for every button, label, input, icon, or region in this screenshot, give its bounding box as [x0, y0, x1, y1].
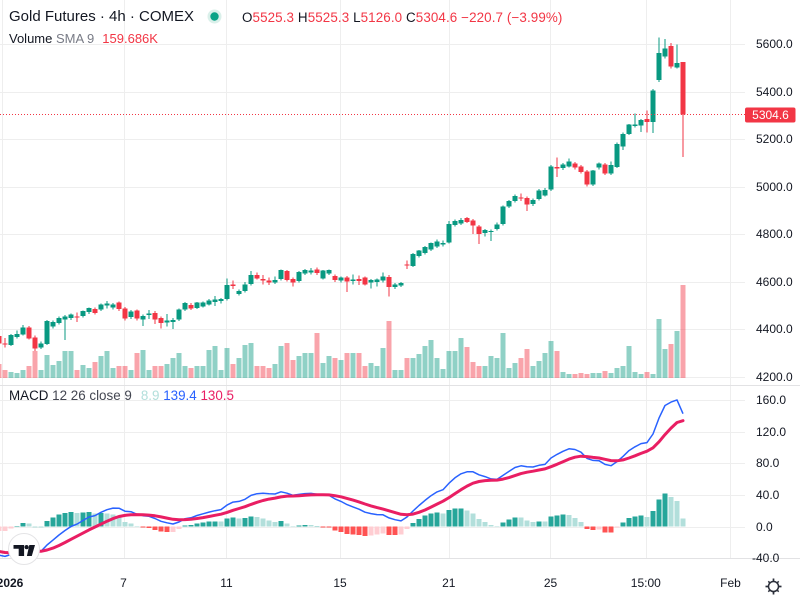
- svg-text:4200.0: 4200.0: [756, 370, 793, 384]
- svg-text:40.0: 40.0: [756, 488, 780, 502]
- svg-text:5000.0: 5000.0: [756, 180, 793, 194]
- svg-text:5304.6: 5304.6: [752, 108, 789, 122]
- svg-text:4600.0: 4600.0: [756, 275, 793, 289]
- svg-text:80.0: 80.0: [756, 456, 780, 470]
- svg-text:4400.0: 4400.0: [756, 322, 793, 336]
- svg-text:5600.0: 5600.0: [756, 37, 793, 51]
- svg-text:Gold Futures · 4h · COMEX: Gold Futures · 4h · COMEX: [9, 8, 194, 25]
- svg-text:O5525.3 H5525.3 L5126.0 C5304.: O5525.3 H5525.3 L5126.0 C5304.6 −220.7 (…: [242, 10, 562, 25]
- svg-text:MACD 12 26 close 98.9 139.4 13: MACD 12 26 close 9 8.9 139.4 130.5: [9, 388, 234, 403]
- svg-text:120.0: 120.0: [756, 425, 786, 439]
- svg-text:5400.0: 5400.0: [756, 85, 793, 99]
- svg-text:15:00: 15:00: [631, 576, 661, 590]
- svg-text:21: 21: [442, 576, 456, 590]
- svg-text:4800.0: 4800.0: [756, 227, 793, 241]
- svg-text:25: 25: [544, 576, 558, 590]
- svg-text:2026: 2026: [0, 576, 24, 590]
- svg-text:Feb: Feb: [720, 576, 741, 590]
- svg-text:0.0: 0.0: [756, 520, 773, 534]
- svg-text:160.0: 160.0: [756, 393, 786, 407]
- svg-text:15: 15: [333, 576, 347, 590]
- svg-text:7: 7: [120, 576, 127, 590]
- svg-text:-40.0: -40.0: [752, 551, 780, 565]
- svg-text:5200.0: 5200.0: [756, 132, 793, 146]
- svg-text:11: 11: [220, 576, 233, 590]
